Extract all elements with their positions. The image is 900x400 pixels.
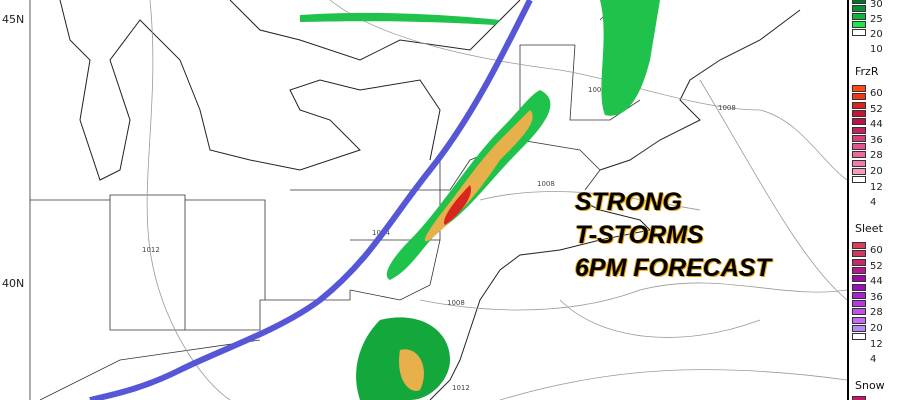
legend-swatch (852, 159, 866, 167)
forecast-overlay-text: STRONG T-STORMS 6PM FORECAST (575, 186, 771, 285)
legend-value: 52 (870, 260, 883, 272)
legend-swatch (852, 21, 866, 28)
legend-value: 10 (870, 44, 883, 55)
legend-value: 28 (870, 150, 883, 162)
legend-swatch (852, 143, 866, 151)
legend-swatch (852, 151, 866, 159)
snow-legend-title: Snow (855, 379, 885, 392)
cold-front-line (89, 0, 533, 400)
legend-value: 44 (870, 276, 883, 288)
map-canvas: 1012 1008 1008 1008 1008 1012 1004 (29, 0, 847, 400)
legend-swatch (852, 93, 866, 101)
legend-swatch (852, 13, 866, 20)
legend-value: 30 (870, 0, 883, 10)
legend-swatch (852, 85, 866, 92)
state-borders (29, 0, 641, 400)
legend-value: 20 (870, 29, 883, 40)
legend-swatch (852, 283, 866, 291)
isobar-label: 1008 (718, 104, 736, 112)
legend-swatch (852, 258, 866, 266)
legend-value: 60 (870, 88, 883, 99)
legend-value: 28 (870, 307, 883, 319)
isobar-label: 1008 (588, 86, 606, 94)
coastlines (59, 0, 801, 400)
sleet-legend-title: Sleet (855, 222, 883, 235)
legend-swatch (852, 126, 866, 134)
legend-value: 52 (870, 103, 883, 115)
legend-swatch (852, 266, 866, 274)
legend-swatch (852, 308, 866, 316)
legend-swatch (852, 5, 866, 12)
precip-legend: 30 25 20 10 FrzR 60 52 44 36 28 20 12 4 Sleet 60 52 44 36… (847, 0, 900, 400)
legend-swatch (852, 168, 866, 175)
isobar-label: 1012 (142, 246, 160, 254)
legend-value: 36 (870, 291, 883, 303)
isobar-label: 1012 (452, 384, 470, 392)
legend-swatch (852, 134, 866, 142)
legend-swatch (852, 333, 866, 341)
legend-value: 36 (870, 134, 883, 146)
legend-swatch (852, 396, 866, 400)
legend-value: 4 (870, 197, 877, 209)
isobar-label: 1008 (537, 180, 555, 188)
legend-value: 44 (870, 119, 883, 131)
isobar-label: 1008 (447, 299, 465, 307)
legend-swatch (852, 291, 866, 299)
legend-value: 20 (870, 166, 883, 177)
legend-value: 20 (870, 323, 883, 334)
frzr-legend-title: FrzR (855, 65, 879, 78)
overlay-line: T-STORMS (575, 221, 704, 249)
legend-swatch (852, 109, 866, 117)
legend-swatch (852, 250, 866, 258)
legend-swatch (852, 316, 866, 324)
lat-label-45n: 45N (2, 13, 25, 26)
legend-swatch (852, 242, 866, 249)
legend-value: 60 (870, 245, 883, 256)
legend-swatch (852, 0, 866, 4)
legend-value: 25 (870, 14, 883, 25)
precipitation (300, 0, 660, 400)
legend-value: 12 (870, 181, 883, 193)
legend-swatch (852, 101, 866, 109)
overlay-line: STRONG (575, 188, 682, 216)
legend-swatch (852, 118, 866, 126)
lat-label-40n: 40N (2, 277, 25, 290)
legend-value: 12 (870, 338, 883, 350)
legend-swatch (852, 300, 866, 308)
overlay-line: 6PM FORECAST (575, 254, 771, 282)
legend-value: 4 (870, 354, 877, 366)
legend-swatch (852, 176, 866, 184)
legend-swatch (852, 29, 866, 36)
legend-swatch (852, 325, 866, 332)
legend-swatch (852, 275, 866, 283)
